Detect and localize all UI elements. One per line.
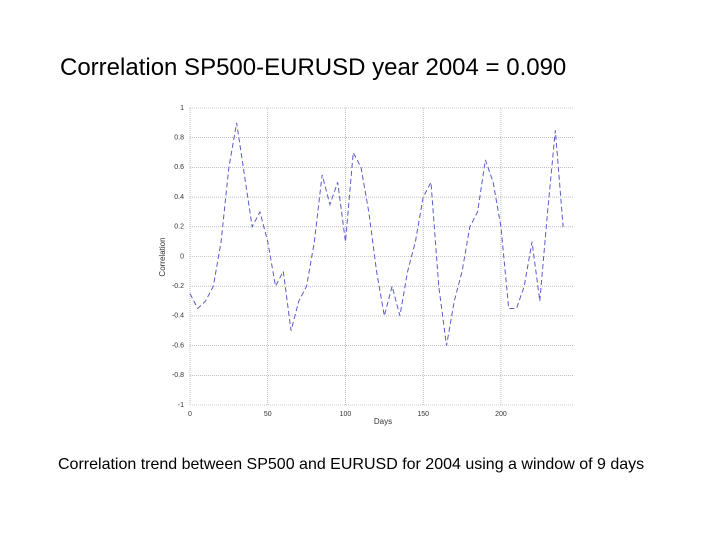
y-tick-label: 1 — [180, 105, 184, 112]
y-tick-label: -0.2 — [172, 283, 184, 290]
y-tick-label: 0.2 — [174, 224, 184, 231]
chart-title: Correlation SP500-EURUSD year 2004 = 0.0… — [60, 54, 566, 81]
y-tick-label: -0.6 — [172, 342, 184, 349]
caption: Correlation trend between SP500 and EURU… — [58, 456, 645, 473]
x-axis-label: Days — [374, 417, 392, 426]
y-tick-label: -0.8 — [172, 372, 184, 379]
y-tick-label: 0 — [180, 253, 184, 260]
x-tick-label: 0 — [188, 411, 192, 418]
y-tick-label: 0.4 — [174, 194, 184, 201]
data-line — [189, 122, 564, 346]
y-tick-label: 0.6 — [174, 164, 184, 171]
y-axis-label: Correlation — [158, 237, 167, 276]
x-tick-label: 150 — [417, 411, 429, 418]
caption-box: Correlation trend between SP500 and EURU… — [58, 456, 645, 473]
x-tick-label: 100 — [340, 411, 352, 418]
x-tick-label: 200 — [495, 411, 507, 418]
x-tick-label: 50 — [264, 411, 272, 418]
y-tick-label: 0.8 — [174, 135, 184, 142]
y-tick-label: -0.4 — [172, 313, 184, 320]
y-tick-label: -1 — [178, 402, 184, 409]
